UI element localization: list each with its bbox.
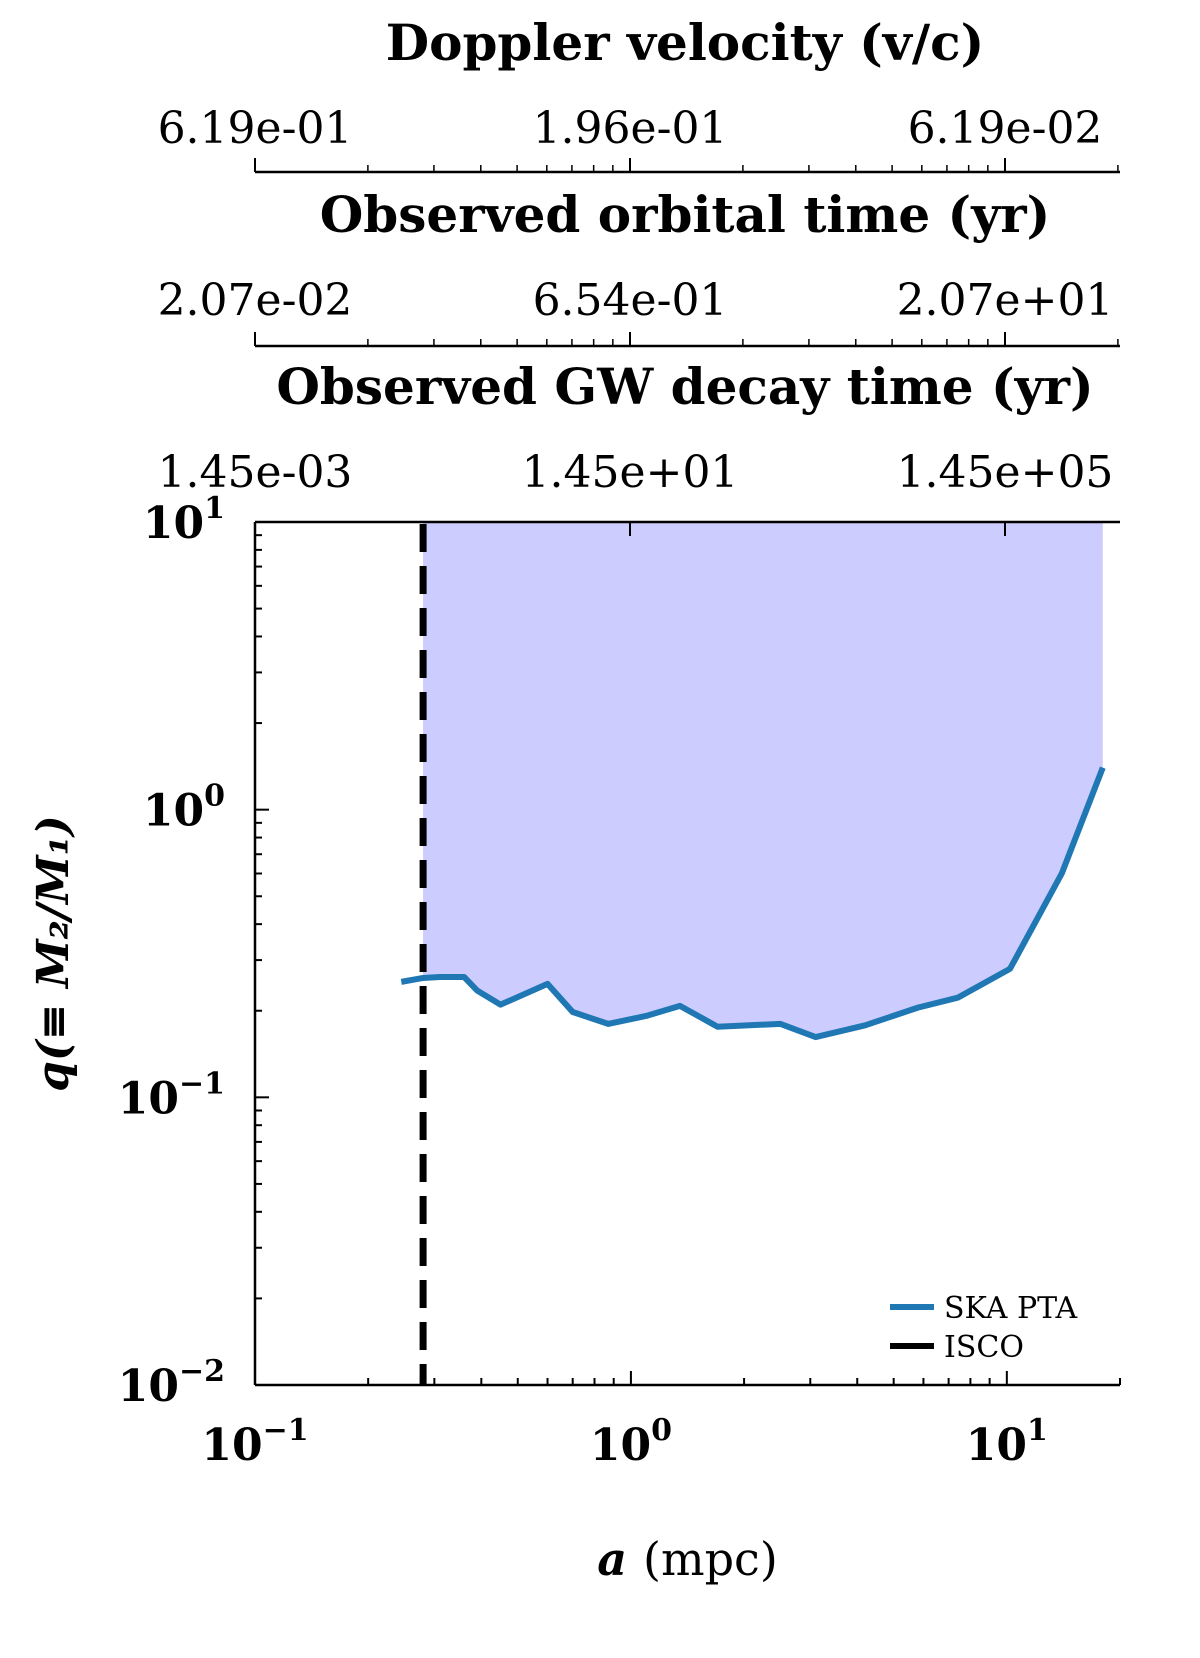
y-tick-label: 101 (143, 491, 225, 549)
y-tick-label: 10−2 (118, 1354, 225, 1412)
legend-label-ska-pta: SKA PTA (944, 1291, 1078, 1326)
top-axis-tick-label: 1.45e-03 (158, 447, 353, 498)
x-tick-label: 100 (590, 1413, 672, 1471)
x-tick-label: 101 (966, 1413, 1048, 1471)
top-axis-title: Observed orbital time (yr) (320, 185, 1051, 244)
fill-region (423, 522, 1103, 1038)
top-axis-tick-label: 2.07e+01 (897, 275, 1114, 326)
top-axis-title: Doppler velocity (v/c) (386, 13, 984, 72)
top-axis-title: Observed GW decay time (yr) (276, 357, 1093, 416)
y-axis-label: q(≡ M₂/M₁) (28, 815, 79, 1092)
top-axis-tick-label: 6.19e-02 (908, 103, 1103, 154)
x-axis-label: a (mpc) (597, 1532, 778, 1586)
top-axis-tick-label: 1.45e+01 (522, 447, 739, 498)
axes-frame (253, 520, 1120, 1387)
legend-label-isco: ISCO (944, 1330, 1024, 1365)
y-tick-label: 10−1 (118, 1066, 225, 1124)
x-tick-label: 10−1 (201, 1413, 308, 1471)
ska-pta-line (400, 766, 1106, 1041)
y-tick-label: 100 (143, 779, 225, 837)
series-layer (400, 524, 1106, 1385)
top-axis-tick-label: 1.96e-01 (533, 103, 728, 154)
top-axis-tick-label: 2.07e-02 (158, 275, 353, 326)
top-axis-tick-label: 6.19e-01 (158, 103, 353, 154)
top-axis-tick-label: 6.54e-01 (533, 275, 728, 326)
excluded-region-fill (423, 522, 1103, 1038)
top-axes: Doppler velocity (v/c) 6.19e-01 1.96e-01 6.… (158, 13, 1120, 536)
top-axis-tick-label: 1.45e+05 (897, 447, 1114, 498)
axis-ticks (254, 521, 1121, 1386)
legend: SKA PTA ISCO (890, 1291, 1078, 1365)
